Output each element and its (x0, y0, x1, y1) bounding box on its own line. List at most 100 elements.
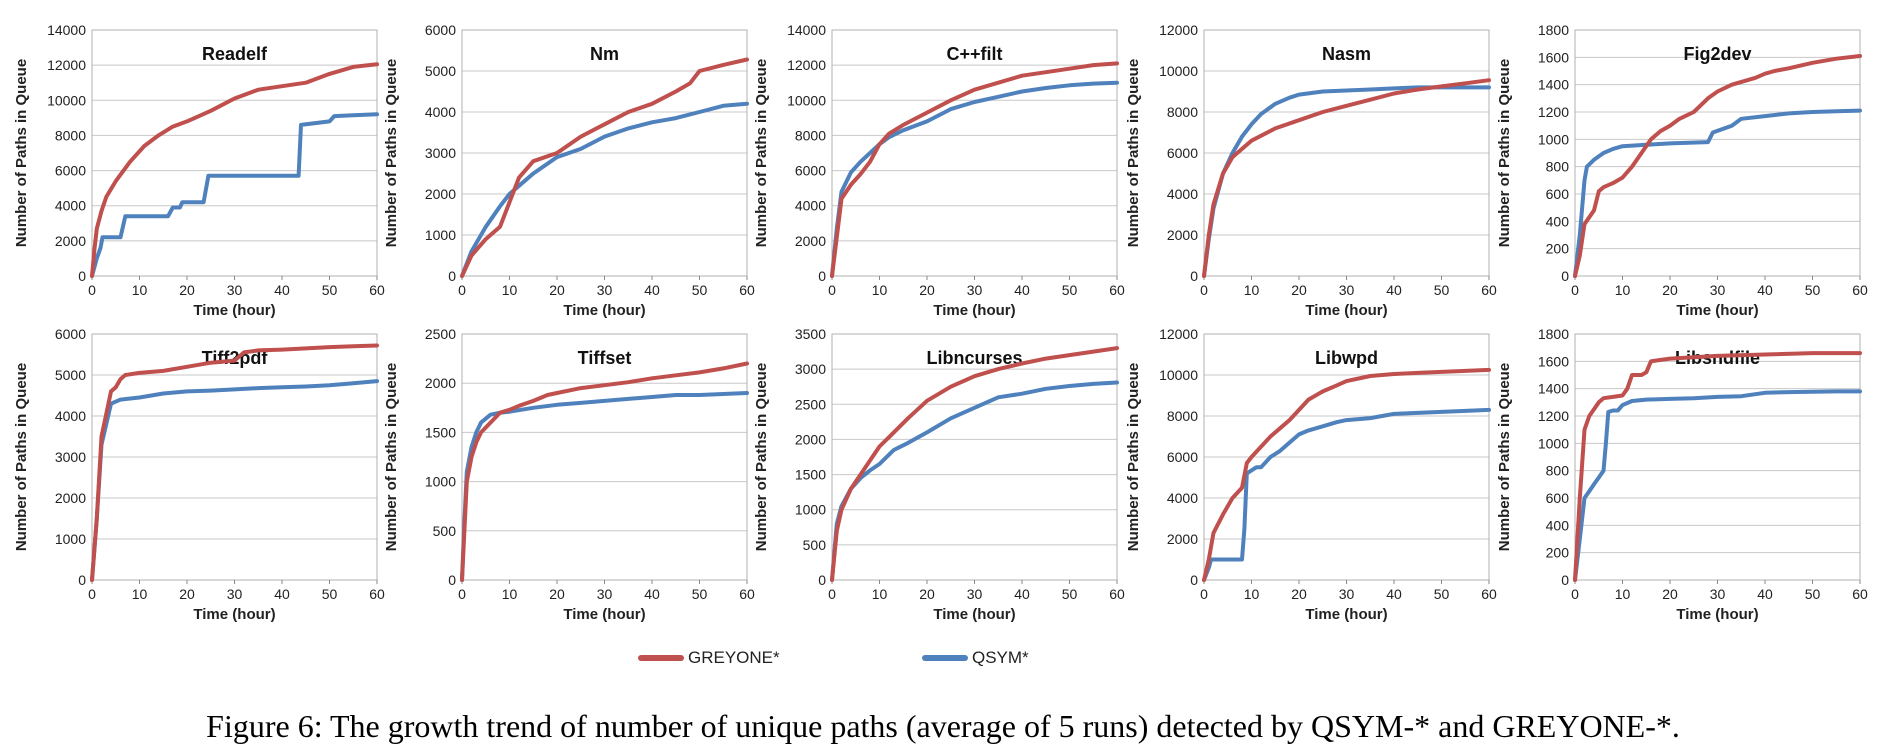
y-axis-label: Number of Paths in Queue (13, 59, 30, 247)
x-tick-label: 50 (1062, 282, 1078, 298)
x-tick-label: 60 (1852, 282, 1868, 298)
series-line-greyone (460, 361, 749, 582)
x-tick-label: 20 (919, 586, 935, 602)
y-tick-label: 500 (433, 523, 457, 539)
series-line-greyone (1573, 54, 1862, 278)
x-axis-label: Time (hour) (933, 606, 1015, 623)
series-line-greyone (90, 62, 379, 278)
x-tick-label: 50 (1434, 282, 1450, 298)
y-tick-label: 5000 (55, 367, 86, 383)
x-tick-label: 10 (1244, 586, 1260, 602)
y-tick-label: 4000 (55, 408, 86, 424)
x-tick-label: 20 (549, 282, 565, 298)
x-tick-label: 30 (227, 586, 243, 602)
y-tick-label: 6000 (1167, 145, 1198, 161)
y-tick-label: 6000 (55, 326, 86, 342)
x-tick-label: 10 (872, 282, 888, 298)
y-tick-label: 3500 (795, 326, 826, 342)
y-tick-label: 400 (1546, 517, 1570, 533)
y-tick-label: 600 (1546, 186, 1570, 202)
series-line-qsym (830, 80, 1119, 278)
y-tick-label: 1200 (1538, 408, 1569, 424)
chart-nasm: 0 2000 4000 6000 8000 10000 12000 0 10 20 30 40 50 60… (1125, 22, 1497, 319)
y-tick-label: 14000 (787, 22, 826, 38)
y-tick-label: 10000 (1159, 63, 1198, 79)
y-axis-label: Number of Paths in Queue (1496, 363, 1513, 551)
y-tick-label: 3000 (55, 449, 86, 465)
x-axis-label: Time (hour) (563, 302, 645, 319)
series-line-qsym (460, 391, 749, 582)
y-tick-label: 4000 (1167, 186, 1198, 202)
x-tick-label: 0 (828, 282, 836, 298)
y-axis-label: Number of Paths in Queue (753, 363, 770, 551)
y-tick-label: 2000 (425, 186, 456, 202)
y-tick-label: 2000 (55, 490, 86, 506)
chart-libwpd: 0 2000 4000 6000 8000 10000 12000 0 10 20 30 40 50 60… (1125, 326, 1497, 623)
series-line-qsym (830, 380, 1119, 582)
x-tick-label: 60 (1109, 282, 1125, 298)
y-tick-label: 4000 (795, 198, 826, 214)
y-tick-label: 5000 (425, 63, 456, 79)
series-line-qsym (1573, 108, 1862, 278)
chart-nm: 0 1000 2000 3000 4000 5000 6000 0 10 20 30 40 50 60 Ti… (383, 22, 755, 319)
series-line-greyone (830, 61, 1119, 278)
x-axis-label: Time (hour) (933, 302, 1015, 319)
y-tick-label: 1800 (1538, 22, 1569, 38)
y-axis-label: Number of Paths in Queue (1496, 59, 1513, 247)
x-tick-label: 50 (322, 586, 338, 602)
y-tick-label: 0 (1561, 572, 1569, 588)
x-tick-label: 40 (1386, 282, 1402, 298)
y-tick-label: 1000 (425, 474, 456, 490)
y-tick-label: 800 (1546, 159, 1570, 175)
x-tick-label: 0 (88, 586, 96, 602)
x-tick-label: 0 (1200, 282, 1208, 298)
y-axis-label: Number of Paths in Queue (383, 363, 400, 551)
series-line-greyone (460, 57, 749, 278)
x-tick-label: 20 (1291, 282, 1307, 298)
x-tick-label: 40 (1014, 586, 1030, 602)
y-tick-label: 1600 (1538, 353, 1569, 369)
y-tick-label: 600 (1546, 490, 1570, 506)
chart-tiffset: 0 500 1000 1500 2000 2500 0 10 20 30 40 50 60 Time (h… (383, 326, 755, 623)
series-line-qsym (460, 101, 749, 278)
y-tick-label: 1000 (425, 227, 456, 243)
x-tick-label: 0 (88, 282, 96, 298)
chart-readelf: 0 2000 4000 6000 8000 10000 12000 14000 0 10 20 30 4… (13, 22, 385, 319)
chart-title: Fig2dev (1683, 44, 1751, 64)
x-tick-label: 0 (828, 586, 836, 602)
series-line-qsym (1573, 389, 1862, 582)
y-tick-label: 2000 (1167, 227, 1198, 243)
series-line-greyone (1573, 351, 1862, 582)
y-tick-label: 10000 (1159, 367, 1198, 383)
x-tick-label: 30 (1339, 282, 1355, 298)
x-tick-label: 20 (1291, 586, 1307, 602)
chart-title: Tiffset (578, 348, 632, 368)
y-axis-label: Number of Paths in Queue (753, 59, 770, 247)
x-tick-label: 0 (1200, 586, 1208, 602)
y-tick-label: 1500 (425, 424, 456, 440)
x-tick-label: 60 (1109, 586, 1125, 602)
legend-qsym: QSYM* (922, 648, 1029, 668)
series-line-qsym (1202, 407, 1491, 582)
y-axis-label: Number of Paths in Queue (1125, 363, 1142, 551)
x-tick-label: 20 (179, 282, 195, 298)
x-tick-label: 50 (1062, 586, 1078, 602)
legend-greyone-label: GREYONE* (688, 648, 780, 667)
series-line-greyone (830, 346, 1119, 582)
x-tick-label: 10 (872, 586, 888, 602)
y-tick-label: 10000 (787, 92, 826, 108)
chart-title: Libwpd (1315, 348, 1378, 368)
chart-title: Nm (590, 44, 619, 64)
y-tick-label: 1000 (795, 502, 826, 518)
y-tick-label: 1500 (795, 467, 826, 483)
x-tick-label: 20 (179, 586, 195, 602)
y-tick-label: 0 (448, 268, 456, 284)
series-line-qsym (90, 112, 379, 278)
x-tick-label: 40 (644, 282, 660, 298)
x-tick-label: 40 (1014, 282, 1030, 298)
x-axis-label: Time (hour) (563, 606, 645, 623)
chart-title: Readelf (202, 44, 268, 64)
y-tick-label: 1800 (1538, 326, 1569, 342)
y-tick-label: 8000 (55, 127, 86, 143)
y-tick-label: 8000 (1167, 104, 1198, 120)
